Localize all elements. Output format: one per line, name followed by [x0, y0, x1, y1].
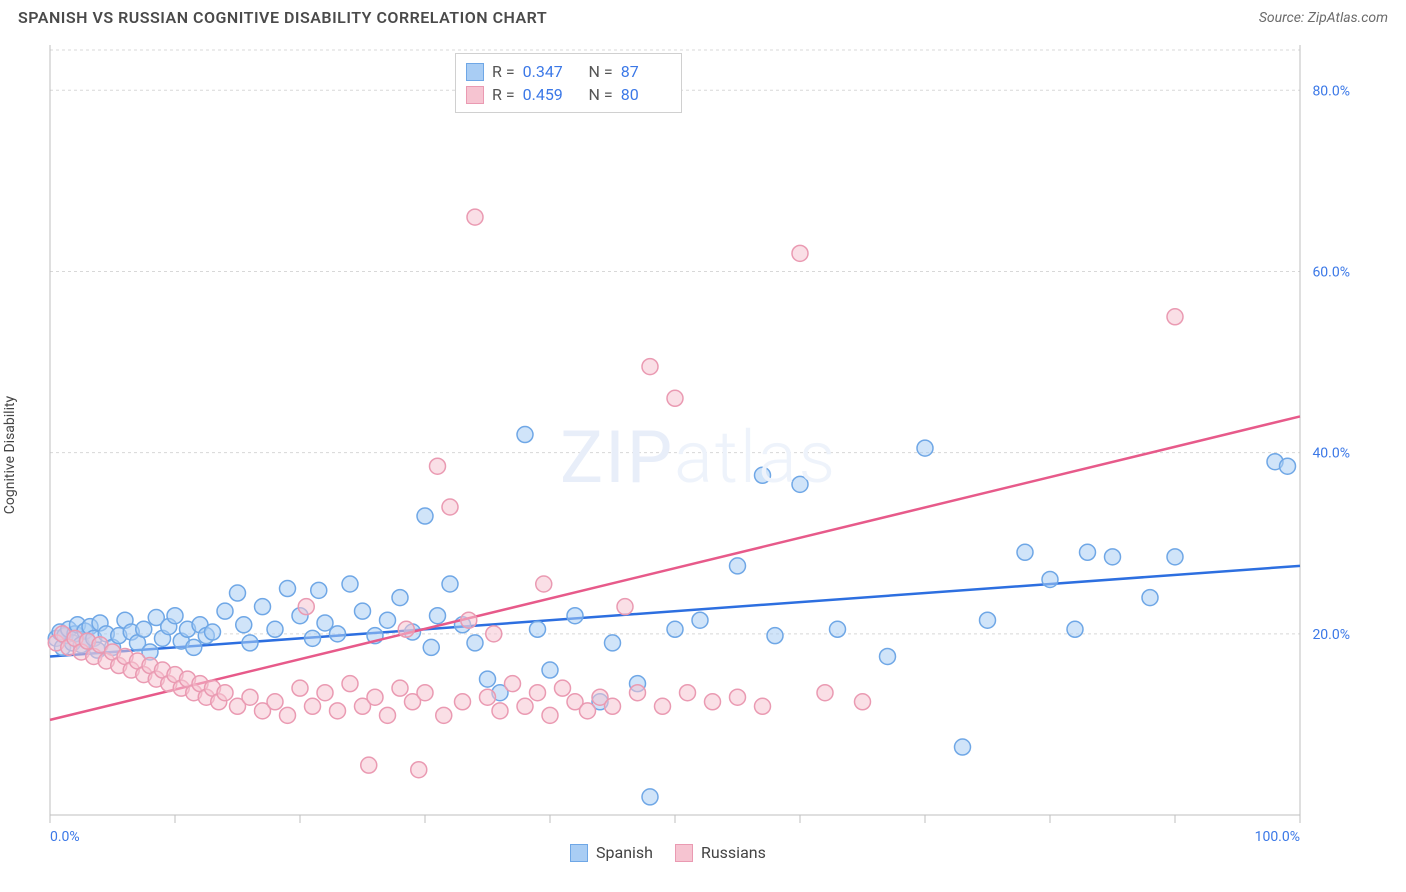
chart-area: Cognitive Disability ZIPatlas 0.0%100.0%…	[0, 35, 1406, 875]
series-legend-item: Spanish	[570, 843, 653, 862]
source-label: Source: ZipAtlas.com	[1259, 10, 1388, 26]
stats-legend-row: R = 0.459 N = 80	[466, 83, 671, 106]
svg-text:20.0%: 20.0%	[1312, 627, 1350, 643]
svg-text:60.0%: 60.0%	[1312, 264, 1350, 280]
r-label: R =	[492, 85, 515, 104]
n-value: 87	[621, 62, 671, 81]
r-value: 0.459	[523, 85, 573, 104]
chart-title: SPANISH VS RUSSIAN COGNITIVE DISABILITY …	[18, 8, 547, 27]
r-value: 0.347	[523, 62, 573, 81]
stats-legend-row: R = 0.347 N = 87	[466, 60, 671, 83]
svg-text:100.0%: 100.0%	[1255, 829, 1300, 845]
chart-header: SPANISH VS RUSSIAN COGNITIVE DISABILITY …	[0, 0, 1406, 35]
svg-text:40.0%: 40.0%	[1312, 446, 1350, 462]
y-axis-label: Cognitive Disability	[2, 396, 18, 514]
series-name: Russians	[701, 843, 766, 862]
series-legend-item: Russians	[675, 843, 766, 862]
legend-swatch	[570, 844, 588, 862]
scatter-plot: 0.0% 100.0% 20.0% 40.0% 60.0% 80.0%	[0, 35, 1406, 875]
series-legend: Spanish Russians	[570, 843, 766, 862]
legend-swatch	[675, 844, 693, 862]
svg-text:0.0%: 0.0%	[50, 829, 80, 845]
svg-text:80.0%: 80.0%	[1312, 83, 1350, 99]
n-label: N =	[581, 85, 613, 104]
legend-swatch	[466, 86, 484, 104]
legend-swatch	[466, 63, 484, 81]
stats-legend: R = 0.347 N = 87 R = 0.459 N = 80	[455, 53, 682, 113]
r-label: R =	[492, 62, 515, 81]
n-label: N =	[581, 62, 613, 81]
n-value: 80	[621, 85, 671, 104]
series-name: Spanish	[596, 843, 653, 862]
